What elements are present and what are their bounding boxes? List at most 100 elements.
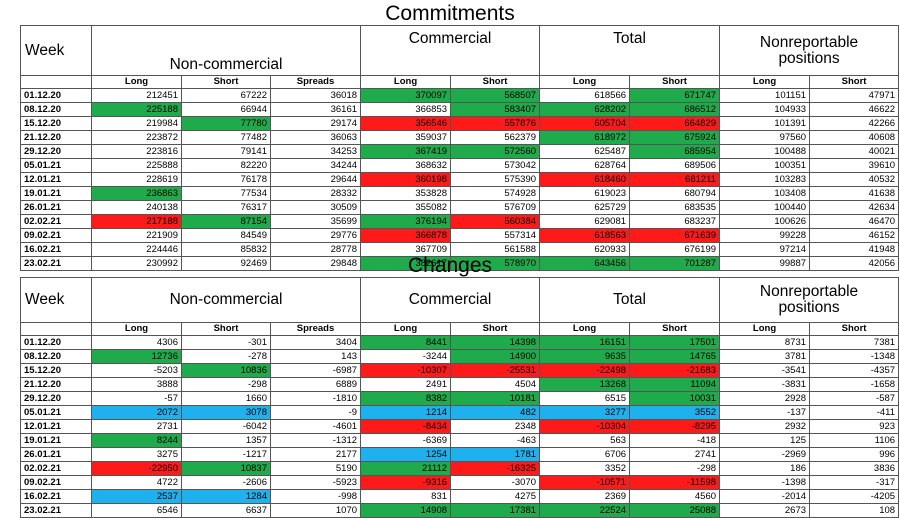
spreads-cell: 36018 [269, 88, 362, 103]
nonreportable-long-cell: -3831 [719, 377, 811, 392]
commercial-short-cell: 568507 [450, 88, 541, 103]
week-cell: 21.12.20 [20, 377, 92, 392]
table-row: 26.01.21 3275 -1217 2177 1254 1781 6706 2741 -29… [20, 447, 900, 462]
total-long-cell: 628764 [539, 158, 631, 173]
commercial-short-cell: -16325 [450, 461, 541, 476]
commercial-long-cell: 370097 [360, 88, 452, 103]
nonreportable-long-cell: 103283 [719, 172, 811, 187]
noncommercial-long-cell: 217188 [91, 214, 182, 229]
nonreportable-short-cell: 996 [809, 447, 900, 462]
commercial-long-cell: 376194 [360, 214, 452, 229]
nonreportable-long-cell: 104933 [719, 102, 811, 117]
noncommercial-short-cell: 76317 [181, 200, 271, 215]
spreads-cell: -6987 [269, 363, 362, 378]
noncommercial-long-cell: 225888 [91, 158, 182, 173]
changes-title: Changes [407, 254, 493, 277]
commercial-long-cell: 1214 [360, 405, 452, 420]
commercial-short-cell: 1781 [450, 447, 541, 462]
total-long-cell: 618563 [539, 228, 631, 243]
spreads-cell: 34244 [269, 158, 362, 173]
noncommercial-short-cell: 1660 [181, 391, 271, 406]
total-short-cell: 664829 [629, 116, 721, 131]
noncommercial-short-cell: -1217 [181, 447, 271, 462]
total-long-cell: 618566 [539, 88, 631, 103]
spreads-cell: 29776 [269, 228, 362, 243]
nonreportable-long-cell: 100488 [719, 144, 811, 159]
noncommercial-long-cell: 240138 [91, 200, 182, 215]
spreads-header: Spreads [269, 322, 362, 336]
total-short-cell: -418 [629, 433, 721, 448]
spreads-header: Spreads [269, 75, 362, 89]
week-cell: 12.01.21 [20, 419, 92, 434]
nonreportable-header-line2: positions [778, 299, 840, 316]
week-cell: 01.12.20 [20, 335, 92, 350]
nr-long-header: Long [719, 322, 811, 336]
commercial-short-cell: -463 [450, 433, 541, 448]
total-short-cell: -298 [629, 461, 721, 476]
commercial-short-cell: 575390 [450, 172, 541, 187]
spreads-cell: 36161 [269, 102, 362, 117]
week-cell: 05.01.21 [20, 158, 92, 173]
commercial-long-cell: -6369 [360, 433, 452, 448]
total-long-cell: 618460 [539, 172, 631, 187]
noncommercial-long-cell: 225188 [91, 102, 182, 117]
total-long-cell: 628202 [539, 102, 631, 117]
commitments-title: Commitments [385, 2, 515, 25]
table-row: 01.12.20 212451 67222 36018 370097 568507 6185… [20, 88, 900, 103]
nonreportable-short-cell: 108 [809, 503, 900, 518]
nonreportable-header: Nonreportable positions [719, 25, 900, 76]
spreads-cell: -1810 [269, 391, 362, 406]
spreads-cell: -5923 [269, 475, 362, 490]
spreads-cell: 6889 [269, 377, 362, 392]
noncommercial-short-cell: 77482 [181, 130, 271, 145]
nonreportable-header-line2: positions [778, 49, 840, 67]
spreads-cell: -9 [269, 405, 362, 420]
total-long-cell: 6515 [539, 391, 631, 406]
week-cell: 02.02.21 [20, 461, 92, 476]
total-short-cell: 2741 [629, 447, 721, 462]
week-cell: 15.12.20 [20, 363, 92, 378]
commercial-long-cell: 353828 [360, 186, 452, 201]
total-long-cell: 6706 [539, 447, 631, 462]
noncommercial-short-cell: 77534 [181, 186, 271, 201]
table-row: 21.12.20 223872 77482 36063 359037 562379 6189… [20, 130, 900, 145]
noncommercial-short-cell: 6637 [181, 503, 271, 518]
commercial-long-cell: 382617 [360, 256, 452, 271]
noncommercial-short-cell: 84549 [181, 228, 271, 243]
nonreportable-short-cell: 42634 [809, 200, 900, 215]
noncommercial-long-cell: 3888 [91, 377, 182, 392]
total-short-cell: -21683 [629, 363, 721, 378]
commercial-long-cell: 368632 [360, 158, 452, 173]
nonreportable-header-line1: Nonreportable [759, 33, 859, 51]
nr-short-header: Short [809, 322, 900, 336]
nonreportable-short-cell: -1348 [809, 349, 900, 364]
table-row: 15.12.20 219984 77780 29174 356546 557876 6057… [20, 116, 900, 131]
noncommercial-long-cell: 8244 [91, 433, 182, 448]
nonreportable-short-cell: 40021 [809, 144, 900, 159]
week-header: Week [20, 277, 92, 323]
total-long-cell: 3352 [539, 461, 631, 476]
commercial-long-cell: 8441 [360, 335, 452, 350]
spreads-cell: 1070 [269, 503, 362, 518]
nonreportable-short-cell: 1106 [809, 433, 900, 448]
nc-short-header: Short [181, 322, 271, 336]
noncommercial-short-cell: 3078 [181, 405, 271, 420]
changes-table: Week Non-commercial Commercial Total Non… [20, 277, 900, 518]
t-long-header: Long [539, 75, 631, 89]
week-cell: 26.01.21 [20, 447, 92, 462]
week-cell: 19.01.21 [20, 433, 92, 448]
commercial-header: Commercial [360, 25, 541, 76]
commercial-long-cell: 356546 [360, 116, 452, 131]
nonreportable-short-cell: -4357 [809, 363, 900, 378]
nonreportable-short-cell: 47971 [809, 88, 900, 103]
spreads-cell: 29848 [269, 256, 362, 271]
total-header: Total [539, 277, 721, 323]
noncommercial-long-cell: 2731 [91, 419, 182, 434]
commercial-short-cell: -3070 [450, 475, 541, 490]
noncommercial-short-cell: 67222 [181, 88, 271, 103]
noncommercial-long-cell: 212451 [91, 88, 182, 103]
table-row: 16.02.21 2537 1284 -998 831 4275 2369 4560 -2014… [20, 489, 900, 504]
noncommercial-long-cell: -22950 [91, 461, 182, 476]
table-row: 29.12.20 -57 1660 -1810 8382 10181 6515 10031 29… [20, 391, 900, 406]
nonreportable-short-cell: -4205 [809, 489, 900, 504]
